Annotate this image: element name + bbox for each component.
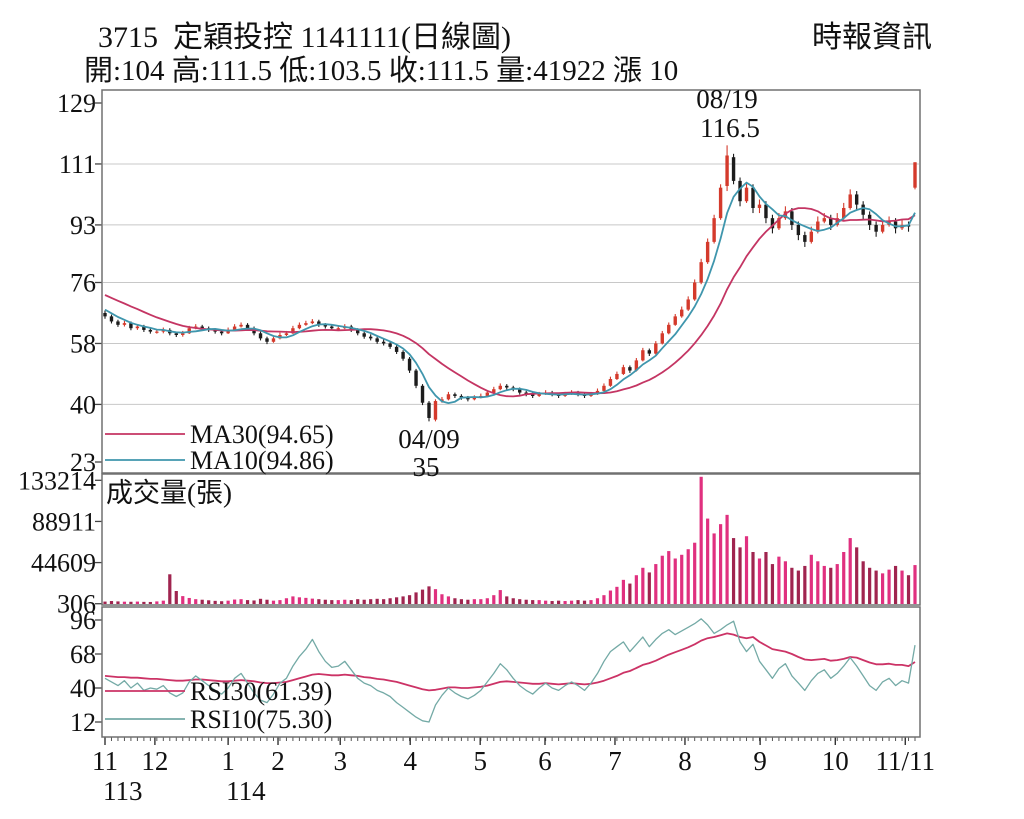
svg-text:2: 2 <box>271 746 285 776</box>
svg-text:9: 9 <box>753 746 767 776</box>
gridlines <box>103 163 919 405</box>
svg-text:44609: 44609 <box>31 549 96 578</box>
svg-text:40: 40 <box>70 674 96 703</box>
svg-text:68: 68 <box>70 640 96 669</box>
svg-text:111: 111 <box>59 150 96 179</box>
volume-bars <box>103 476 917 604</box>
svg-text:1: 1 <box>221 746 235 776</box>
high-annotation-price: 116.5 <box>700 113 760 143</box>
volume-panel-title: 成交量(張) <box>106 478 232 508</box>
svg-text:6: 6 <box>538 746 552 776</box>
moving-average-lines <box>104 181 916 405</box>
svg-text:76: 76 <box>70 269 96 298</box>
svg-text:306: 306 <box>57 590 96 619</box>
low-annotation-price: 35 <box>413 452 440 482</box>
ohlc-summary: 開:104 高:111.5 低:103.5 收:111.5 量:41922 漲 … <box>84 55 679 87</box>
price-panel-frame <box>101 89 921 474</box>
rsi-lines <box>104 618 916 723</box>
svg-text:88911: 88911 <box>32 507 96 536</box>
svg-text:129: 129 <box>57 89 96 118</box>
source-label: 時報資訊 <box>812 21 932 54</box>
svg-text:10: 10 <box>822 746 849 776</box>
high-annotation-date: 08/19 <box>696 84 758 114</box>
svg-text:133214: 133214 <box>18 466 96 495</box>
svg-text:11: 11 <box>92 746 118 776</box>
svg-text:93: 93 <box>70 211 96 240</box>
ma10-legend-label: MA10(94.86) <box>190 446 334 475</box>
chart-title: 3715 定穎投控 1141111(日線圖) <box>98 21 512 54</box>
low-annotation-date: 04/09 <box>398 424 460 454</box>
svg-text:5: 5 <box>473 746 487 776</box>
svg-text:4: 4 <box>403 746 417 776</box>
svg-text:11/11: 11/11 <box>876 746 936 776</box>
rsi-panel-frame <box>101 606 921 738</box>
svg-text:40: 40 <box>70 390 96 419</box>
candles <box>103 145 917 422</box>
svg-text:113: 113 <box>103 776 143 806</box>
rsi30-legend-label: RSI30(61.39) <box>190 677 332 706</box>
volume-panel-frame <box>101 473 921 606</box>
svg-text:12: 12 <box>141 746 168 776</box>
ma30-legend-label: MA30(94.65) <box>190 420 334 449</box>
svg-text:3: 3 <box>333 746 347 776</box>
svg-text:8: 8 <box>678 746 692 776</box>
svg-text:96: 96 <box>70 606 96 635</box>
svg-text:12: 12 <box>70 708 96 737</box>
svg-text:23: 23 <box>70 448 96 477</box>
svg-text:114: 114 <box>226 776 266 806</box>
axis-labels: 1291119376584023133214889114460930696684… <box>18 89 935 806</box>
rsi10-legend-label: RSI10(75.30) <box>190 705 332 734</box>
svg-text:7: 7 <box>608 746 622 776</box>
svg-text:58: 58 <box>70 329 96 358</box>
